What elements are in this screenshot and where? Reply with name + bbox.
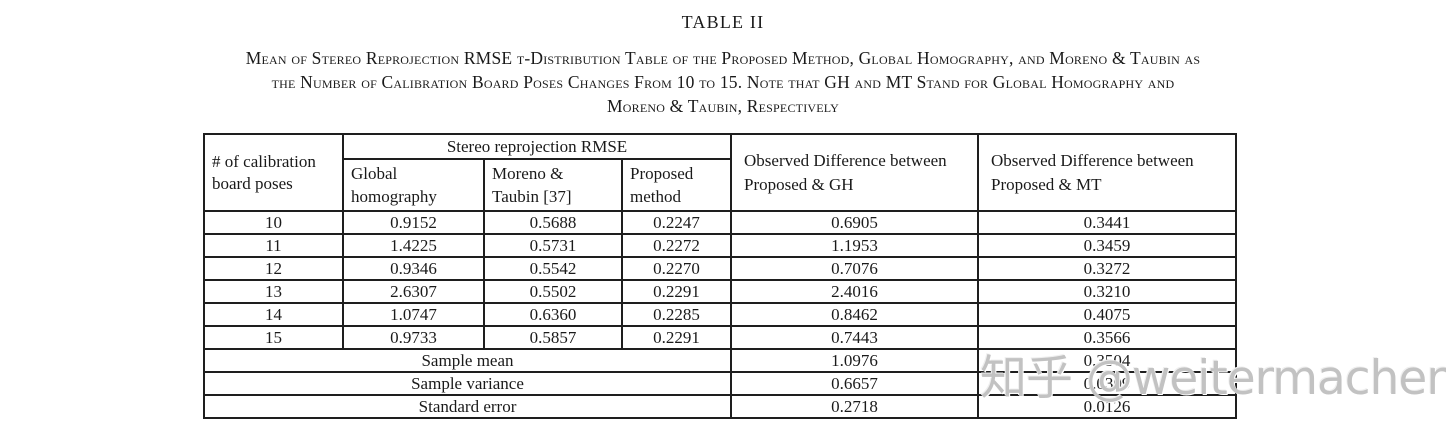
cell-poses: 15: [203, 325, 344, 350]
header-row-sub: Global homography Moreno & Taubin [37] P…: [204, 158, 1236, 212]
cell-diff-mt: 0.4075: [977, 302, 1238, 327]
cell-diff-gh: 0.7443: [730, 325, 980, 350]
header-calibration-poses: # of calibration board poses: [203, 133, 344, 212]
results-table: # of calibration board poses Stereo repr…: [202, 133, 1238, 419]
summary-row-sample-mean: Sample mean 1.0976 0.3504: [202, 348, 1238, 373]
cell-rmse-gh: 0.9346: [342, 256, 485, 281]
cell-poses: 11: [203, 233, 344, 258]
cell-diff-mt: 0.3210: [977, 279, 1238, 304]
cell-poses: 14: [203, 302, 344, 327]
table-row-poses-15: 15 0.9733 0.5857 0.2291 0.7443 0.3566: [203, 325, 1238, 350]
cell-diff-mt: 0.3441: [977, 210, 1238, 235]
cell-diff-mt: 0.0309: [977, 371, 1238, 396]
cell-rmse-proposed: 0.2247: [620, 210, 733, 235]
header-diff-proposed-mt: Observed Difference between Proposed & M…: [977, 133, 1238, 212]
cell-diff-gh: 0.7076: [730, 256, 980, 281]
cell-diff-gh: 0.8462: [730, 302, 980, 327]
summary-label: Sample variance: [202, 371, 733, 396]
cell-poses: 10: [203, 210, 344, 235]
summary-row-sample-variance: Sample variance 0.6657 0.0309: [202, 371, 1238, 396]
table-row-poses-10: 10 0.9152 0.5688 0.2247 0.6905 0.3441: [203, 210, 1238, 235]
table-number-heading: TABLE II: [681, 12, 765, 32]
cell-rmse-mt: 0.5857: [483, 325, 623, 350]
cell-rmse-proposed: 0.2270: [620, 256, 733, 281]
header-diff-proposed-gh: Observed Difference between Proposed & G…: [730, 133, 980, 212]
cell-diff-gh: 1.0976: [730, 348, 980, 373]
summary-label: Standard error: [202, 394, 733, 419]
cell-rmse-mt: 0.5731: [483, 233, 623, 258]
caption-line-3: Moreno & Taubin, Respectively: [607, 96, 839, 116]
caption-line-1: Mean of Stereo Reprojection RMSE t-Distr…: [245, 48, 1201, 68]
cell-rmse-gh: 0.9152: [342, 210, 485, 235]
cell-diff-gh: 2.4016: [730, 279, 980, 304]
cell-poses: 13: [203, 279, 344, 304]
cell-diff-gh: 0.6657: [730, 371, 980, 396]
cell-diff-mt: 0.3459: [977, 233, 1238, 258]
header-global-homography: Global homography: [342, 158, 485, 212]
summary-row-standard-error: Standard error 0.2718 0.0126: [202, 394, 1238, 419]
cell-rmse-proposed: 0.2285: [620, 302, 733, 327]
table-row-poses-12: 12 0.9346 0.5542 0.2270 0.7076 0.3272: [203, 256, 1238, 281]
table-row-poses-11: 11 1.4225 0.5731 0.2272 1.1953 0.3459: [203, 233, 1238, 258]
cell-diff-mt: 0.3566: [977, 325, 1238, 350]
cell-poses: 12: [203, 256, 344, 281]
cell-rmse-proposed: 0.2291: [620, 279, 733, 304]
cell-diff-mt: 0.3272: [977, 256, 1238, 281]
cell-rmse-gh: 2.6307: [342, 279, 485, 304]
header-group-stereo-rmse: Stereo reprojection RMSE: [341, 133, 733, 160]
cell-rmse-mt: 0.5502: [483, 279, 623, 304]
caption-line-2: the Number of Calibration Board Poses Ch…: [271, 72, 1175, 92]
cell-rmse-proposed: 0.2291: [620, 325, 733, 350]
cell-diff-gh: 0.6905: [730, 210, 980, 235]
cell-rmse-gh: 0.9733: [342, 325, 485, 350]
cell-rmse-gh: 1.0747: [342, 302, 485, 327]
cell-rmse-mt: 0.6360: [483, 302, 623, 327]
cell-rmse-mt: 0.5542: [483, 256, 623, 281]
cell-diff-mt: 0.0126: [977, 394, 1238, 419]
cell-rmse-gh: 1.4225: [342, 233, 485, 258]
cell-rmse-mt: 0.5688: [483, 210, 623, 235]
header-row-group: # of calibration board poses Stereo repr…: [203, 133, 1238, 212]
header-moreno-taubin: Moreno & Taubin [37]: [483, 158, 623, 212]
cell-rmse-proposed: 0.2272: [620, 233, 733, 258]
cell-diff-mt: 0.3504: [977, 348, 1238, 373]
cell-diff-gh: 0.2718: [730, 394, 980, 419]
table-row-poses-14: 14 1.0747 0.6360 0.2285 0.8462 0.4075: [203, 302, 1238, 327]
summary-label: Sample mean: [202, 348, 733, 373]
table-row-poses-13: 13 2.6307 0.5502 0.2291 2.4016 0.3210: [203, 279, 1238, 304]
header-proposed-method: Proposed method: [620, 158, 733, 212]
cell-diff-gh: 1.1953: [730, 233, 980, 258]
table-caption: Mean of Stereo Reprojection RMSE t-Distr…: [0, 46, 1446, 118]
